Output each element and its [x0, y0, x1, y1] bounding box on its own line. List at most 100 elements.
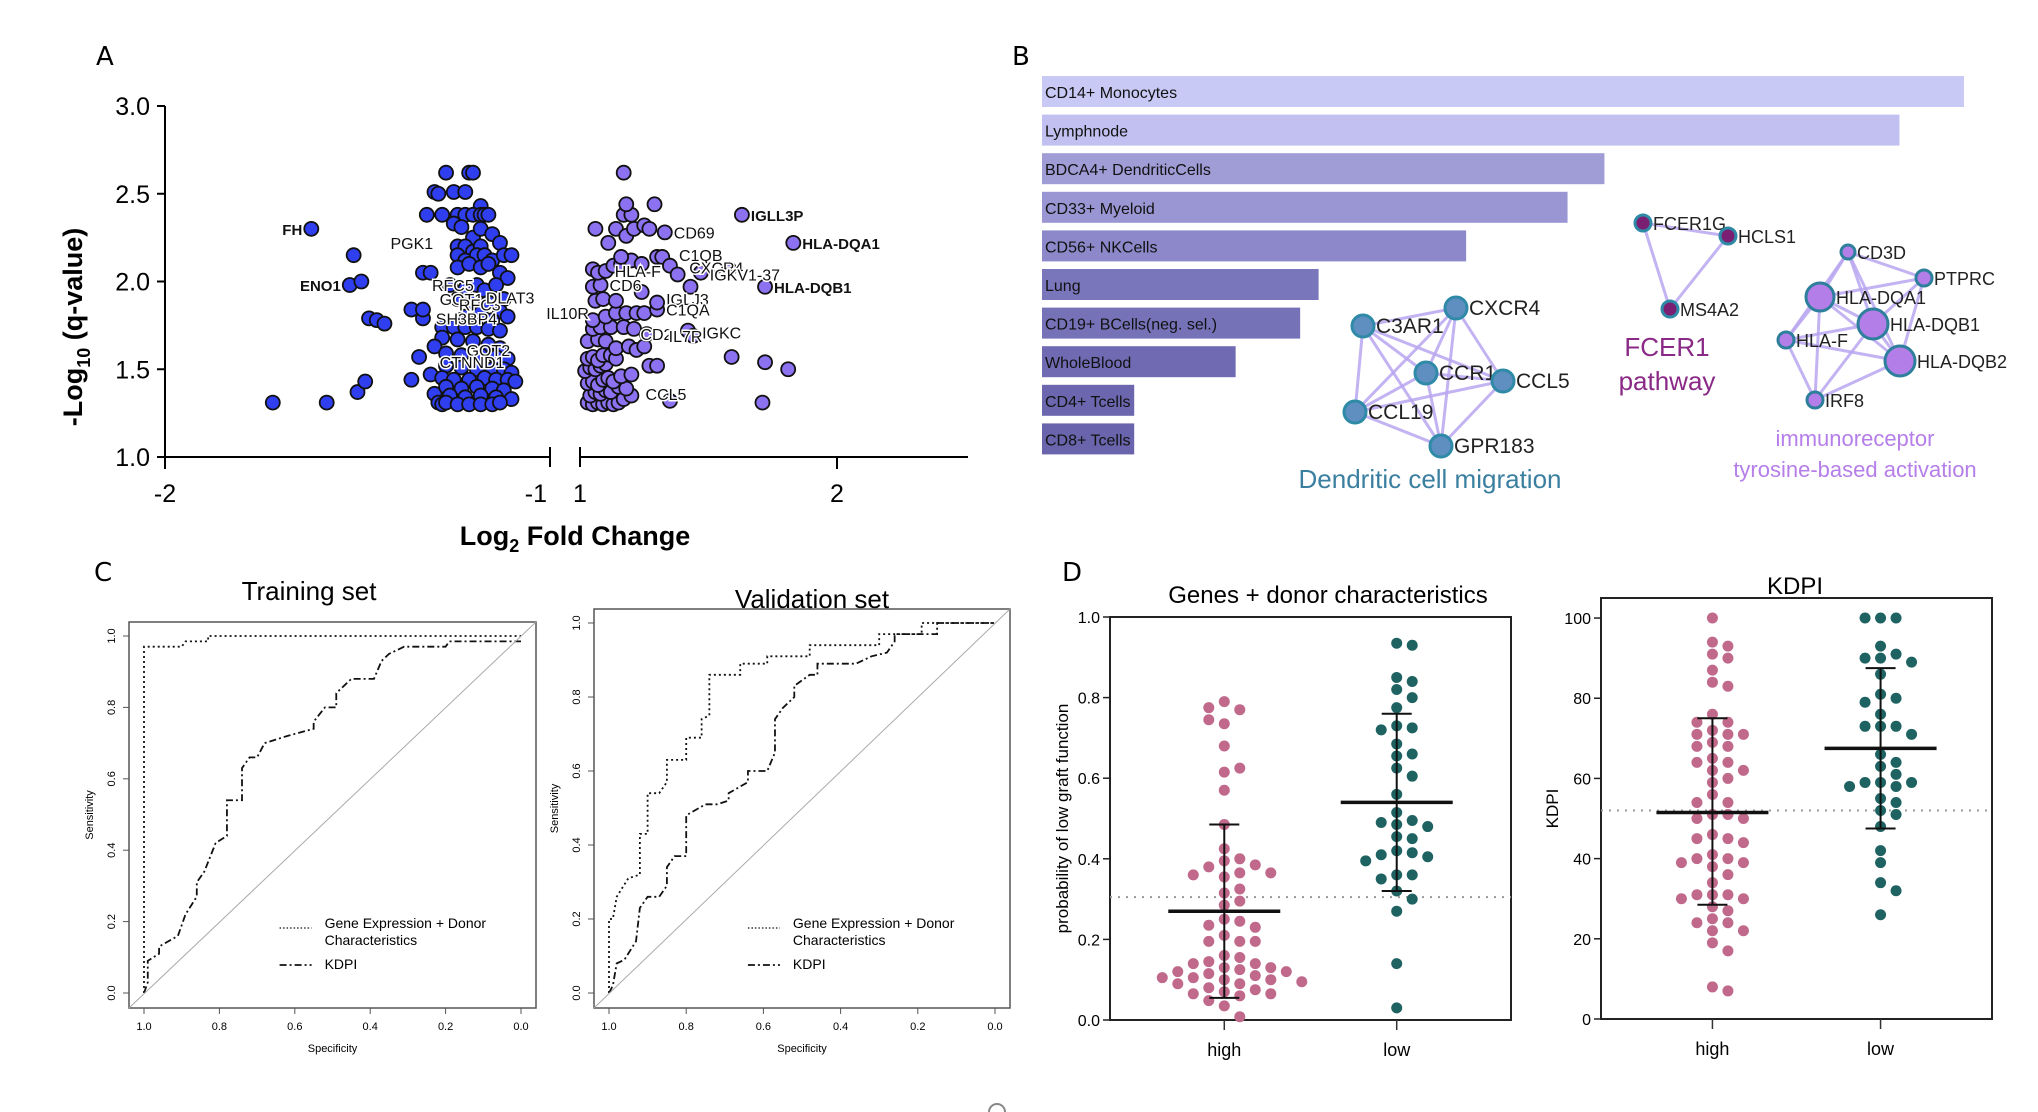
- data-point: [633, 284, 650, 300]
- data-point: [507, 373, 524, 390]
- data-point: [1234, 935, 1246, 947]
- x-tick-label: low: [1383, 1040, 1411, 1060]
- data-point: [1691, 796, 1703, 808]
- y-tick-label: 0.4: [1078, 852, 1100, 869]
- x-tick-label: 0.2: [910, 1021, 925, 1033]
- panel-label-c: C: [94, 558, 113, 588]
- data-point: [1706, 612, 1718, 624]
- data-point: [1722, 889, 1734, 901]
- data-point: [1722, 716, 1734, 728]
- x-tick-label: high: [1695, 1039, 1729, 1059]
- refresh-icon[interactable]: [985, 1100, 1009, 1112]
- data-point: [587, 220, 604, 237]
- data-point: [1234, 867, 1246, 879]
- y-tick-label: 1.0: [115, 444, 150, 472]
- volcano-points: [264, 164, 802, 413]
- data-point: [1406, 833, 1418, 845]
- data-point: [1391, 684, 1403, 696]
- data-point: [1234, 853, 1246, 865]
- data-point: [345, 247, 362, 264]
- y-tick-label: 2.5: [115, 181, 150, 209]
- network-node: [1428, 433, 1454, 459]
- network-node: [1660, 299, 1680, 319]
- enrichment-bar: [1042, 191, 1568, 223]
- x-tick-label: 0.4: [833, 1021, 848, 1033]
- data-point: [1844, 780, 1856, 792]
- enrichment-bar: [1042, 153, 1605, 185]
- data-point: [1265, 962, 1277, 974]
- enrichment-bars: CD14+ Monocytes Lymphnode BDCA4+ Dendritic…: [1042, 76, 1964, 455]
- data-point: [1890, 612, 1902, 624]
- data-point: [1875, 652, 1887, 664]
- plot-frame: [593, 608, 1011, 1009]
- data-point: [1375, 817, 1387, 829]
- data-point: [1706, 636, 1718, 648]
- data-point: [1722, 652, 1734, 664]
- y-axis-label: probability of low graft function: [1053, 704, 1072, 934]
- gene-label: IGLL3P: [751, 208, 804, 225]
- data-point: [1675, 857, 1687, 869]
- data-point: [1234, 990, 1246, 1002]
- data-point: [1722, 640, 1734, 652]
- data-point: [1187, 988, 1199, 1000]
- network-edge: [1439, 307, 1458, 447]
- data-point: [1691, 889, 1703, 901]
- data-point: [1391, 1002, 1403, 1014]
- data-point: [1218, 740, 1230, 752]
- panel-label-d: D: [1062, 558, 1083, 588]
- data-point: [685, 328, 701, 344]
- data-point: [1906, 656, 1918, 668]
- y-axis-label: Sensitivity: [549, 783, 561, 833]
- y-tick-label: 80: [1573, 691, 1591, 708]
- data-point: [472, 347, 489, 364]
- bar-label: CD19+ BCells(neg. sel.): [1045, 317, 1217, 334]
- data-point: [1706, 648, 1718, 660]
- data-point: [503, 247, 520, 264]
- data-point: [649, 294, 665, 311]
- network-node-label: MS4A2: [1680, 300, 1739, 320]
- data-point: [638, 326, 655, 343]
- y-tick-label: 20: [1573, 932, 1591, 949]
- data-point: [1234, 704, 1246, 716]
- legend-label: Gene Expression + Donor: [325, 915, 487, 931]
- data-point: [1722, 945, 1734, 957]
- roc-curve: [128, 621, 537, 1009]
- data-point: [1234, 964, 1246, 976]
- network-node: [1350, 313, 1376, 339]
- data-point: [1890, 885, 1902, 897]
- data-point: [1391, 671, 1403, 683]
- network-edge: [1784, 339, 1817, 401]
- data-point: [492, 322, 508, 339]
- y-tick-label: 0.8: [106, 700, 118, 715]
- network-edge: [1819, 276, 1925, 299]
- data-point: [1187, 972, 1199, 984]
- bar-label: Lung: [1045, 278, 1081, 295]
- x-tick-label: 0.6: [756, 1021, 771, 1033]
- data-point: [1360, 855, 1372, 867]
- data-point: [449, 331, 466, 348]
- y-tick-label: 0.6: [1078, 771, 1100, 788]
- data-point: [669, 266, 686, 283]
- gene-label: PGK1: [391, 236, 434, 253]
- data-point: [1406, 675, 1418, 687]
- network-edge: [1362, 324, 1427, 375]
- network-node-label: HCLS1: [1738, 227, 1796, 247]
- data-point: [488, 277, 505, 293]
- data-point: [1156, 972, 1168, 984]
- data-point: [434, 206, 451, 223]
- data-point: [1706, 937, 1718, 949]
- data-point: [1890, 809, 1902, 821]
- enrichment-bar: [1042, 269, 1319, 300]
- data-point: [499, 270, 516, 286]
- dot-plot-genes: Genes + donor characteristics 0.0 0.2 0.4 0.…: [1053, 582, 1512, 1060]
- data-point: [1859, 720, 1871, 732]
- data-point: [1391, 702, 1403, 714]
- x-tick-label: 0.8: [212, 1021, 227, 1033]
- data-point: [1722, 756, 1734, 768]
- data-point: [353, 273, 370, 290]
- network-node: [1856, 307, 1890, 341]
- data-point: [1706, 913, 1718, 925]
- dot-plot-kdpi: KDPI 0 20 40 60 80 100 KDPI high low: [1543, 573, 1993, 1059]
- data-point: [1203, 935, 1215, 947]
